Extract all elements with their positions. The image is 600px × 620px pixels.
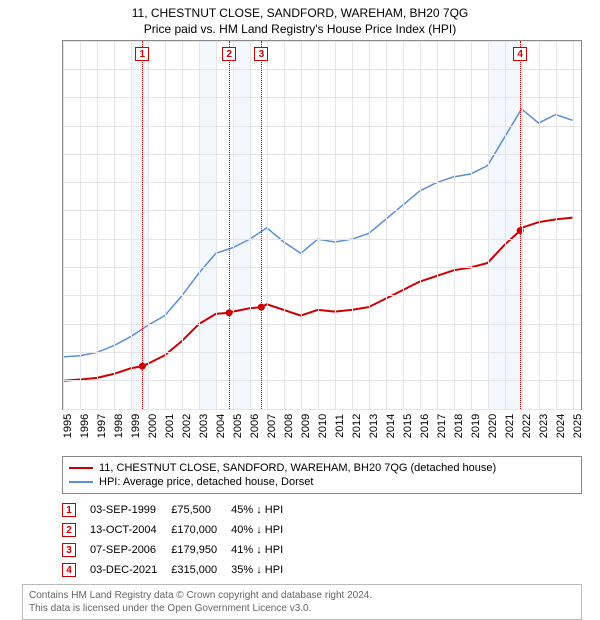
sale-marker-1: 1 [135, 47, 149, 61]
x-tick-label: 2003 [198, 413, 210, 437]
x-tick-label: 2000 [147, 413, 159, 437]
sale-date: 03-SEP-1999 [90, 500, 171, 520]
footer-line1: Contains HM Land Registry data © Crown c… [29, 589, 575, 602]
legend-item: 11, CHESTNUT CLOSE, SANDFORD, WAREHAM, B… [69, 461, 575, 475]
x-tick-label: 2018 [453, 413, 465, 437]
legend-item: HPI: Average price, detached house, Dors… [69, 475, 575, 489]
y-tick-label: £0 [0, 402, 58, 414]
x-tick-label: 2012 [351, 413, 363, 437]
sale-price: £315,000 [171, 560, 231, 580]
sale-num-badge: 4 [62, 563, 76, 577]
sale-num-badge: 2 [62, 523, 76, 537]
sales-row: 3 07-SEP-2006£179,95041% ↓ HPI [62, 540, 297, 560]
sale-price: £170,000 [171, 520, 231, 540]
chart-title-line1: 11, CHESTNUT CLOSE, SANDFORD, WAREHAM, B… [10, 6, 590, 22]
x-tick-label: 2005 [232, 413, 244, 437]
legend-swatch [69, 481, 93, 483]
sale-marker-3: 3 [254, 47, 268, 61]
legend: 11, CHESTNUT CLOSE, SANDFORD, WAREHAM, B… [62, 456, 582, 494]
x-tick-label: 2016 [419, 413, 431, 437]
sale-date: 07-SEP-2006 [90, 540, 171, 560]
sales-row: 1 03-SEP-1999£75,50045% ↓ HPI [62, 500, 297, 520]
x-tick-label: 1997 [96, 413, 108, 437]
legend-label: HPI: Average price, detached house, Dors… [99, 476, 313, 488]
sales-row: 4 03-DEC-2021£315,00035% ↓ HPI [62, 560, 297, 580]
x-tick-label: 2006 [249, 413, 261, 437]
footer-line2: This data is licensed under the Open Gov… [29, 602, 575, 615]
y-tick-label: £350K [0, 203, 58, 215]
legend-label: 11, CHESTNUT CLOSE, SANDFORD, WAREHAM, B… [99, 462, 496, 474]
x-tick-label: 2014 [385, 413, 397, 437]
sale-num-badge: 3 [62, 543, 76, 557]
sales-table: 1 03-SEP-1999£75,50045% ↓ HPI 2 13-OCT-2004… [62, 500, 582, 580]
sale-date: 13-OCT-2004 [90, 520, 171, 540]
x-tick-label: 2022 [521, 413, 533, 437]
x-tick-label: 2004 [215, 413, 227, 437]
x-tick-label: 2010 [317, 413, 329, 437]
y-tick-label: £450K [0, 147, 58, 159]
chart-title-line2: Price paid vs. HM Land Registry's House … [10, 22, 590, 36]
x-tick-label: 2021 [504, 413, 516, 437]
x-tick-label: 2019 [470, 413, 482, 437]
sales-row: 2 13-OCT-2004£170,00040% ↓ HPI [62, 520, 297, 540]
x-tick-label: 1998 [113, 413, 125, 437]
x-tick-label: 2015 [402, 413, 414, 437]
x-tick-label: 2025 [572, 413, 584, 437]
y-tick-label: £100K [0, 345, 58, 357]
x-tick-label: 2017 [436, 413, 448, 437]
attribution-footer: Contains HM Land Registry data © Crown c… [22, 584, 582, 620]
legend-swatch [69, 467, 93, 469]
x-tick-label: 2020 [487, 413, 499, 437]
x-tick-label: 2013 [368, 413, 380, 437]
y-tick-label: £400K [0, 175, 58, 187]
sale-date: 03-DEC-2021 [90, 560, 171, 580]
chart-plot-area: 1 2 3 4 [62, 40, 582, 410]
x-tick-label: 2007 [266, 413, 278, 437]
x-tick-label: 2011 [334, 414, 346, 438]
x-tick-label: 2008 [283, 413, 295, 437]
x-tick-label: 2009 [300, 413, 312, 437]
x-tick-label: 2024 [555, 413, 567, 437]
x-tick-label: 2002 [181, 413, 193, 437]
y-tick-label: £50K [0, 373, 58, 385]
x-tick-label: 1995 [62, 413, 74, 437]
sale-delta: 35% ↓ HPI [231, 560, 297, 580]
sale-price: £179,950 [171, 540, 231, 560]
sale-price: £75,500 [171, 500, 231, 520]
sale-marker-4: 4 [513, 47, 527, 61]
x-tick-label: 1996 [79, 413, 91, 437]
y-tick-label: £600K [0, 62, 58, 74]
sale-marker-2: 2 [222, 47, 236, 61]
y-tick-label: £300K [0, 232, 58, 244]
sale-delta: 40% ↓ HPI [231, 520, 297, 540]
y-tick-label: £250K [0, 260, 58, 272]
sale-delta: 45% ↓ HPI [231, 500, 297, 520]
y-tick-label: £200K [0, 288, 58, 300]
y-tick-label: £150K [0, 317, 58, 329]
x-tick-label: 1999 [130, 413, 142, 437]
sale-delta: 41% ↓ HPI [231, 540, 297, 560]
y-tick-label: £550K [0, 90, 58, 102]
x-tick-label: 2001 [164, 413, 176, 437]
sale-num-badge: 1 [62, 503, 76, 517]
y-tick-label: £500K [0, 119, 58, 131]
x-tick-label: 2023 [538, 413, 550, 437]
